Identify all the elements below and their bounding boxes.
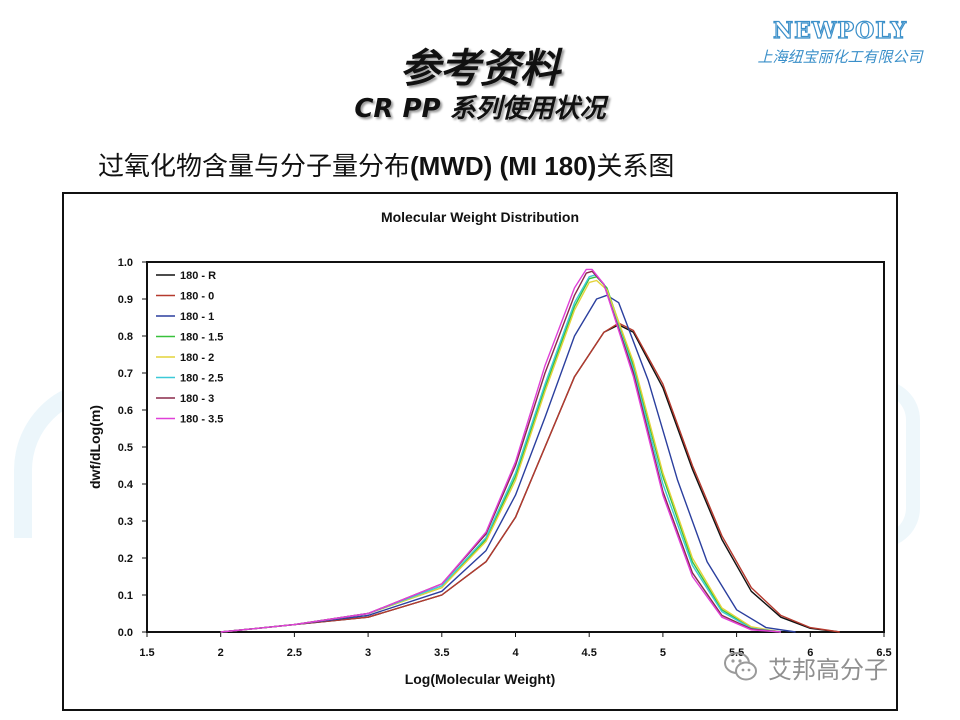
legend: 180 - R 180 - 0 180 - 1 180 - 1.5 180 - 2 180… (156, 270, 223, 426)
legend-label: 180 - 1 (180, 311, 214, 323)
y-tick-label: 0.5 (118, 442, 133, 454)
y-tick-label: 0.1 (118, 590, 133, 602)
legend-label: 180 - 2.5 (180, 373, 223, 385)
x-tick-label: 2.5 (287, 647, 302, 659)
y-tick-label: 0.8 (118, 331, 133, 343)
series-line-1 (220, 322, 840, 633)
x-tick-label: 6 (807, 647, 813, 659)
y-tick-label: 1.0 (118, 257, 133, 269)
legend-label: 180 - 3.5 (180, 414, 223, 426)
y-tick-label: 0.3 (118, 516, 133, 528)
chart-title: Molecular Weight Distribution (381, 209, 579, 225)
x-tick-label: 3.5 (434, 647, 449, 659)
slide-title: 参考资料 (400, 45, 560, 92)
heading-prefix: 过氧化物含量与分子量分布 (98, 152, 411, 182)
slide-subtitle: CR PP 系列使用状况 (354, 94, 606, 124)
legend-label: 180 - 1.5 (180, 332, 223, 344)
y-tick-label: 0.6 (118, 405, 133, 417)
x-tick-label: 2 (218, 647, 224, 659)
chart-frame (62, 192, 898, 711)
y-tick-label: 0.2 (118, 553, 133, 565)
wechat-icon (724, 652, 757, 681)
x-tick-label: 4 (512, 647, 519, 659)
logo-name: NEWPOLY (772, 17, 908, 44)
x-tick-label: 4.5 (582, 647, 597, 659)
legend-label: 180 - R (180, 270, 216, 282)
wechat-watermark: 艾邦高分子 (722, 648, 888, 686)
legend-label: 180 - 2 (180, 352, 214, 364)
x-tick-label: 1.5 (139, 647, 154, 659)
series-lines (220, 268, 840, 633)
company-logo: NEWPOLY 上海纽宝丽化工有限公司 (730, 17, 950, 67)
series-line-4 (220, 279, 781, 633)
y-tick-label: 0.7 (118, 368, 133, 380)
series-line-2 (220, 294, 796, 633)
y-tick-label: 0.9 (118, 294, 133, 306)
logo-company-name: 上海纽宝丽化工有限公司 (757, 48, 923, 66)
chart-heading: 过氧化物含量与分子量分布(MWD) (MI 180)关系图 (98, 146, 674, 183)
x-tick-label: 6.5 (876, 647, 891, 659)
x-axis-label: Log(Molecular Weight) (405, 671, 556, 687)
y-axis: 0.0 0.1 0.2 0.3 0.4 0.5 0.6 0.7 0.8 0.9 1.0 (118, 257, 147, 639)
series-line-7 (220, 268, 781, 633)
wechat-account-name: 艾邦高分子 (768, 655, 888, 684)
y-tick-label: 0.4 (118, 479, 134, 491)
series-line-5 (220, 274, 781, 633)
y-tick-label: 0.0 (118, 627, 133, 639)
y-axis-label: dwf/dLog(m) (87, 405, 103, 489)
x-tick-label: 5 (660, 647, 666, 659)
x-axis: 1.5 2 2.5 3 3.5 4 4.5 5 5.5 6 6.5 (139, 632, 892, 659)
legend-label: 180 - 3 (180, 393, 214, 405)
legend-label: 180 - 0 (180, 291, 214, 303)
heading-bold: (MWD) (MI 180) (410, 151, 597, 181)
heading-suffix: 关系图 (596, 152, 675, 182)
x-tick-label: 3 (365, 647, 371, 659)
